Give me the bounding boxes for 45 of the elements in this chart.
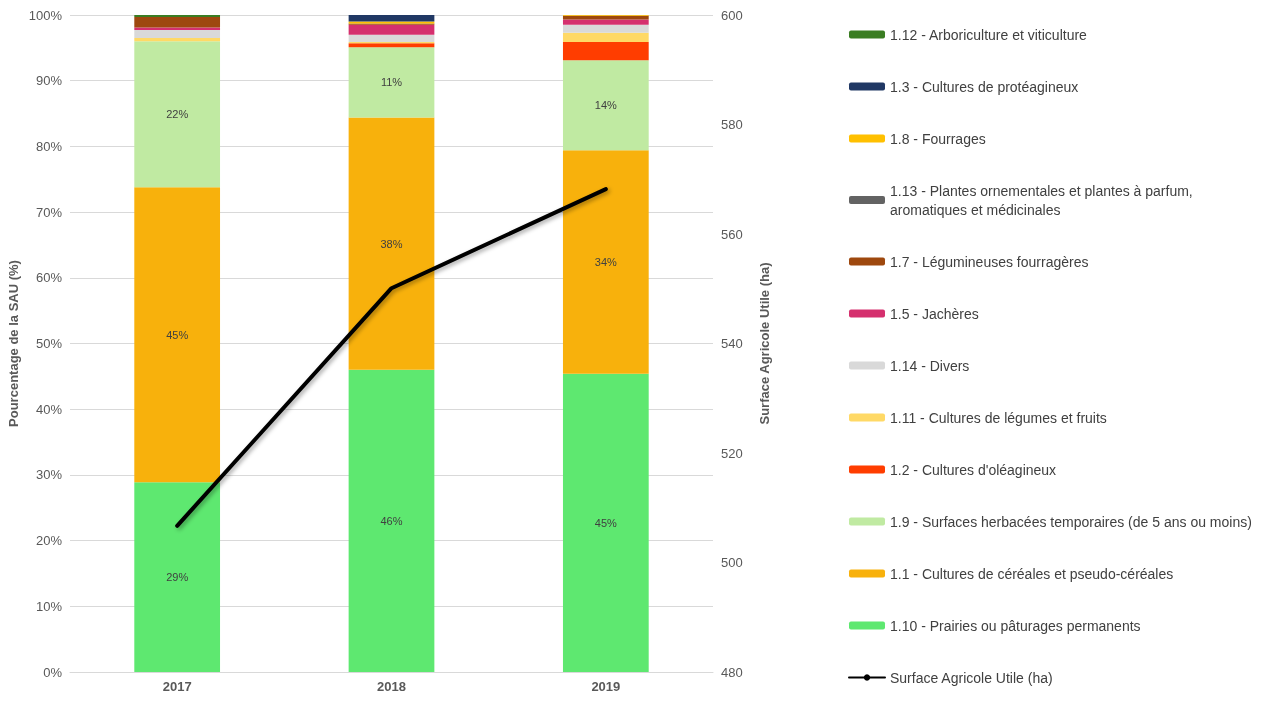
legend-label: 1.5 - Jachères	[890, 305, 979, 322]
y-tick-label: 100%	[28, 7, 63, 23]
data-label: 46%	[380, 514, 403, 527]
y-tick-label: 30%	[35, 467, 63, 483]
data-label: 45%	[166, 328, 189, 341]
legend-label: 1.13 - Plantes ornementales et plantes à parfum, aromatiques et médicinales	[890, 182, 1197, 218]
legend-label: 1.12 - Arboriculture et viticulture	[890, 26, 1088, 43]
data-label: 45%	[594, 516, 618, 529]
data-label: 29%	[166, 571, 189, 584]
y-tick-label: 20%	[35, 533, 63, 549]
data-label: 34%	[594, 256, 618, 269]
data-label: 14%	[594, 99, 618, 112]
y2-tick-label: 500	[721, 555, 743, 570]
y-tick-label: 40%	[35, 401, 63, 417]
x-tick-label: 2019	[591, 679, 621, 694]
legend-label: 1.14 - Divers	[890, 357, 970, 374]
y-tick-label: 90%	[35, 73, 63, 89]
legend-label: 1.9 - Surfaces herbacées temporaires (de 5 ans ou moins)	[890, 513, 1252, 530]
x-tick-label: 2018	[377, 679, 406, 694]
data-label: 22%	[166, 108, 189, 121]
y2-tick-label: 580	[721, 117, 743, 132]
legend-label: 1.11 - Cultures de légumes et fruits	[890, 409, 1107, 426]
y2-tick-label: 540	[721, 336, 743, 351]
y-tick-label: 60%	[35, 270, 63, 286]
y2-tick-label: 520	[721, 445, 743, 461]
legend-label: 1.10 - Prairies ou pâturages permanents	[890, 617, 1141, 634]
legend-label: Surface Agricole Utile (ha)	[890, 669, 1053, 686]
y-tick-label: 0%	[43, 664, 63, 680]
data-label: 11%	[380, 76, 403, 89]
y-tick-label: 50%	[35, 336, 63, 351]
data-label: 38%	[380, 237, 403, 250]
legend-label: 1.2 - Cultures d'oléagineux	[890, 461, 1057, 478]
legend-label: 1.1 - Cultures de céréales et pseudo-céréales	[890, 565, 1174, 582]
y-tick-label: 80%	[35, 138, 63, 154]
y-axis-title: Pourcentage de la SAU (%)	[6, 260, 21, 427]
x-tick-label: 2017	[162, 679, 192, 694]
y2-axis-title: Surface Agricole Utile (ha)	[757, 262, 772, 425]
legend-label: 1.8 - Fourrages	[890, 130, 986, 147]
y-tick-label: 70%	[35, 204, 63, 220]
legend-label: 1.3 - Cultures de protéagineux	[890, 78, 1079, 95]
legend-label: 1.7 - Légumineuses fourragères	[890, 253, 1089, 270]
y2-tick-label: 560	[721, 226, 743, 242]
y2-tick-label: 480	[721, 664, 743, 680]
y-tick-label: 10%	[35, 598, 63, 614]
y2-tick-label: 600	[721, 7, 743, 23]
